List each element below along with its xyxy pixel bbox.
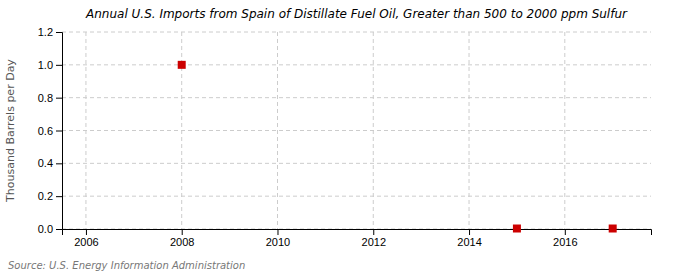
y-tick-mark — [56, 32, 62, 33]
y-tick-mark — [56, 229, 62, 230]
chart: 2006 2008 2010 2012 2014 2016 0.0 0.2 0.4 0.6 0.8 1… — [0, 0, 675, 275]
plot-area: 2006 2008 2010 2012 2014 2016 0.0 0.2 0.4 0.6 0.8 1… — [38, 26, 652, 248]
y-tick: 0.8 — [38, 92, 62, 104]
y-tick: 0.0 — [38, 223, 62, 235]
y-tick-label: 0.4 — [38, 157, 53, 169]
y-axis-line — [56, 33, 63, 230]
y-tick-label: 0.0 — [38, 223, 53, 235]
source: Source: U.S. Energy Information Administ… — [8, 260, 245, 271]
y-grid-line — [62, 130, 651, 131]
y-axis-title: Thousand Barrels per Day — [4, 59, 17, 203]
x-tick-label: 2008 — [170, 236, 194, 248]
x-tick-label: 2014 — [457, 236, 481, 248]
y-tick-label: 1.2 — [38, 26, 53, 38]
x-axis-line — [63, 230, 652, 236]
y-tick-mark — [56, 163, 62, 164]
x-tick: 2014 — [457, 229, 481, 248]
x-tick-mark — [277, 229, 278, 235]
y-tick: 1.0 — [38, 59, 62, 71]
y-grid-line — [62, 196, 651, 197]
y-tick: 0.6 — [38, 125, 62, 137]
y-tick-mark — [56, 98, 62, 99]
y-tick: 0.4 — [38, 157, 62, 169]
point — [609, 225, 617, 233]
x-tick: 2006 — [74, 229, 98, 248]
x-tick-label: 2012 — [362, 236, 386, 248]
x-grid-line — [277, 32, 278, 229]
x-grid-line — [564, 32, 565, 229]
point — [513, 225, 521, 233]
x-tick: 2008 — [170, 229, 194, 248]
y-grid-line — [62, 32, 651, 33]
y-grid-line — [62, 97, 651, 98]
x-tick-mark — [469, 229, 470, 235]
title: Annual U.S. Imports from Spain of Distil… — [85, 7, 628, 21]
x-tick-mark — [86, 229, 87, 235]
y-grid-line — [62, 64, 651, 65]
x-tick-label: 2016 — [553, 236, 577, 248]
y-tick: 0.2 — [38, 190, 62, 202]
y-axis: 0.0 0.2 0.4 0.6 0.8 1.0 1.2 — [38, 26, 63, 235]
y-grid-line — [62, 163, 651, 164]
x-tick: 2012 — [362, 229, 386, 248]
grid — [62, 32, 651, 229]
x-tick-mark — [373, 229, 374, 235]
point — [178, 61, 186, 69]
y-tick-label: 1.0 — [38, 59, 53, 71]
y-tick-label: 0.8 — [38, 92, 53, 104]
y-tick: 1.2 — [38, 26, 62, 38]
x-tick-mark — [565, 229, 566, 235]
x-tick-label: 2010 — [266, 236, 290, 248]
y-tick-label: 0.6 — [38, 125, 53, 137]
x-axis: 2006 2008 2010 2012 2014 2016 — [63, 229, 652, 248]
y-tick-mark — [56, 65, 62, 66]
x-tick: 2016 — [553, 229, 577, 248]
y-tick-label: 0.2 — [38, 190, 53, 202]
x-tick-mark — [182, 229, 183, 235]
points — [178, 61, 617, 233]
x-tick: 2010 — [266, 229, 290, 248]
y-tick-mark — [56, 196, 62, 197]
y-tick-mark — [56, 131, 62, 132]
x-tick-label: 2006 — [74, 236, 98, 248]
